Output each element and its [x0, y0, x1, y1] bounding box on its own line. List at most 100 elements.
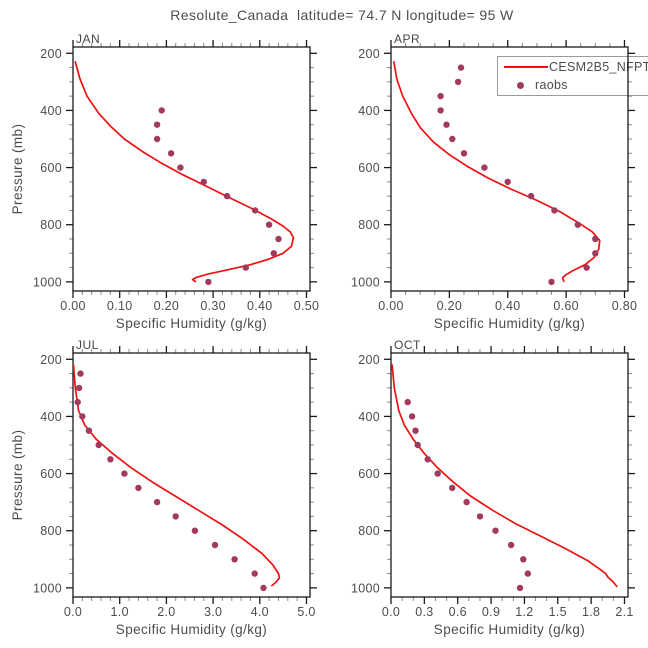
x-tick-label: 0.6 — [449, 605, 467, 619]
y-tick-label: 800 — [358, 524, 380, 538]
raobs-point — [158, 107, 165, 114]
x-tick-label: 0.40 — [495, 299, 521, 313]
y-tick-label: 400 — [358, 104, 380, 118]
raobs-point — [231, 556, 238, 563]
x-tick-label: 0.3 — [415, 605, 433, 619]
legend-label-raobs: raobs — [535, 78, 568, 92]
y-tick-label: 600 — [358, 467, 380, 481]
raobs-point — [457, 64, 465, 71]
raobs-point — [95, 441, 102, 449]
x-tick-label: 1.5 — [549, 605, 567, 619]
legend-entry-raobs: raobs — [502, 76, 648, 94]
page-title: Resolute_Canada latitude= 74.7 N longitu… — [170, 7, 514, 23]
raobs-point — [77, 370, 84, 377]
raobs-point — [412, 427, 419, 434]
x-tick-label: 0.20 — [154, 299, 180, 313]
raobs-point — [548, 278, 555, 286]
raobs-point — [507, 541, 515, 549]
x-tick-label: 2.1 — [615, 605, 633, 619]
panel-month-label: JUL — [76, 338, 99, 352]
y-tick-label: 1000 — [33, 581, 62, 595]
raobs-point — [504, 178, 511, 186]
y-tick-label: 600 — [40, 161, 62, 175]
raobs-point — [121, 470, 128, 477]
y-tick-label: 1000 — [33, 275, 62, 289]
raobs-point — [265, 221, 273, 228]
x-tick-label: 0.00 — [60, 299, 86, 313]
raobs-point — [211, 541, 219, 549]
raobs-point — [75, 384, 83, 392]
legend: CESM2B5_NFPTAE raobs — [497, 56, 648, 96]
model-line-oct — [391, 364, 618, 588]
raobs-point — [404, 398, 411, 406]
raobs-points-apr — [437, 64, 599, 286]
y-axis-title: Pressure (mb) — [10, 430, 25, 521]
y-tick-label: 200 — [40, 353, 62, 367]
y-tick-label: 200 — [40, 47, 62, 61]
raobs-point — [434, 470, 441, 477]
x-tick-label: 0.30 — [200, 299, 226, 313]
y-tick-label: 400 — [40, 104, 62, 118]
y-tick-label: 200 — [358, 47, 380, 61]
raobs-point — [85, 427, 93, 434]
raobs-point — [437, 107, 444, 114]
raobs-point — [172, 513, 179, 520]
raobs-point — [177, 164, 184, 171]
y-tick-label: 800 — [40, 524, 62, 538]
x-tick-label: 0.9 — [482, 605, 500, 619]
raobs-points-oct — [404, 398, 531, 592]
raobs-point — [443, 121, 450, 128]
raobs-point — [79, 413, 86, 420]
raobs-point — [449, 484, 456, 492]
y-tick-label: 1000 — [351, 275, 380, 289]
raobs-point — [153, 135, 161, 143]
raobs-point — [223, 192, 231, 200]
raobs-point — [74, 398, 81, 406]
panel-month-label: OCT — [394, 338, 421, 352]
y-tick-label: 600 — [358, 161, 380, 175]
x-tick-label: 0.00 — [378, 299, 404, 313]
raobs-point — [251, 570, 258, 577]
x-tick-label: 0.0 — [64, 605, 82, 619]
panel-month-label: APR — [394, 32, 420, 46]
raobs-point — [275, 235, 282, 243]
panel-month-label: JAN — [76, 32, 100, 46]
x-tick-label: 0.80 — [612, 299, 638, 313]
x-tick-label: 2.0 — [157, 605, 175, 619]
raobs-point — [460, 150, 468, 157]
raobs-points-jan — [153, 107, 282, 286]
raobs-point — [191, 527, 199, 534]
raobs-point — [516, 584, 524, 592]
raobs-point — [463, 498, 470, 506]
raobs-point — [167, 150, 175, 157]
y-tick-label: 600 — [40, 467, 62, 481]
x-tick-label: 0.50 — [294, 299, 320, 313]
raobs-point — [251, 207, 259, 214]
x-tick-label: 0.20 — [437, 299, 463, 313]
raobs-points-jul — [74, 370, 267, 592]
raobs-point — [454, 78, 462, 86]
x-axis-title: Specific Humidity (g/kg) — [434, 316, 585, 331]
raobs-point — [260, 584, 267, 592]
raobs-point — [107, 456, 114, 463]
model-line-jan — [74, 61, 295, 283]
model-line-jul — [72, 364, 281, 587]
x-axis-title: Specific Humidity (g/kg) — [116, 622, 267, 637]
raobs-point — [492, 527, 499, 534]
y-tick-label: 1000 — [351, 581, 380, 595]
raobs-point — [592, 250, 599, 257]
x-tick-label: 4.0 — [251, 605, 269, 619]
raobs-point — [592, 235, 599, 243]
x-tick-label: 3.0 — [204, 605, 222, 619]
y-tick-label: 400 — [358, 410, 380, 424]
y-tick-label: 200 — [358, 353, 380, 367]
panel-jan: 200 400 600 800 1000 0.00 0.10 0.20 0.30 0.40 0.50… — [10, 32, 319, 331]
legend-entry-model: CESM2B5_NFPTAE — [502, 58, 648, 76]
raobs-point — [408, 413, 416, 420]
raobs-point — [520, 556, 527, 563]
raobs-point — [524, 570, 531, 577]
